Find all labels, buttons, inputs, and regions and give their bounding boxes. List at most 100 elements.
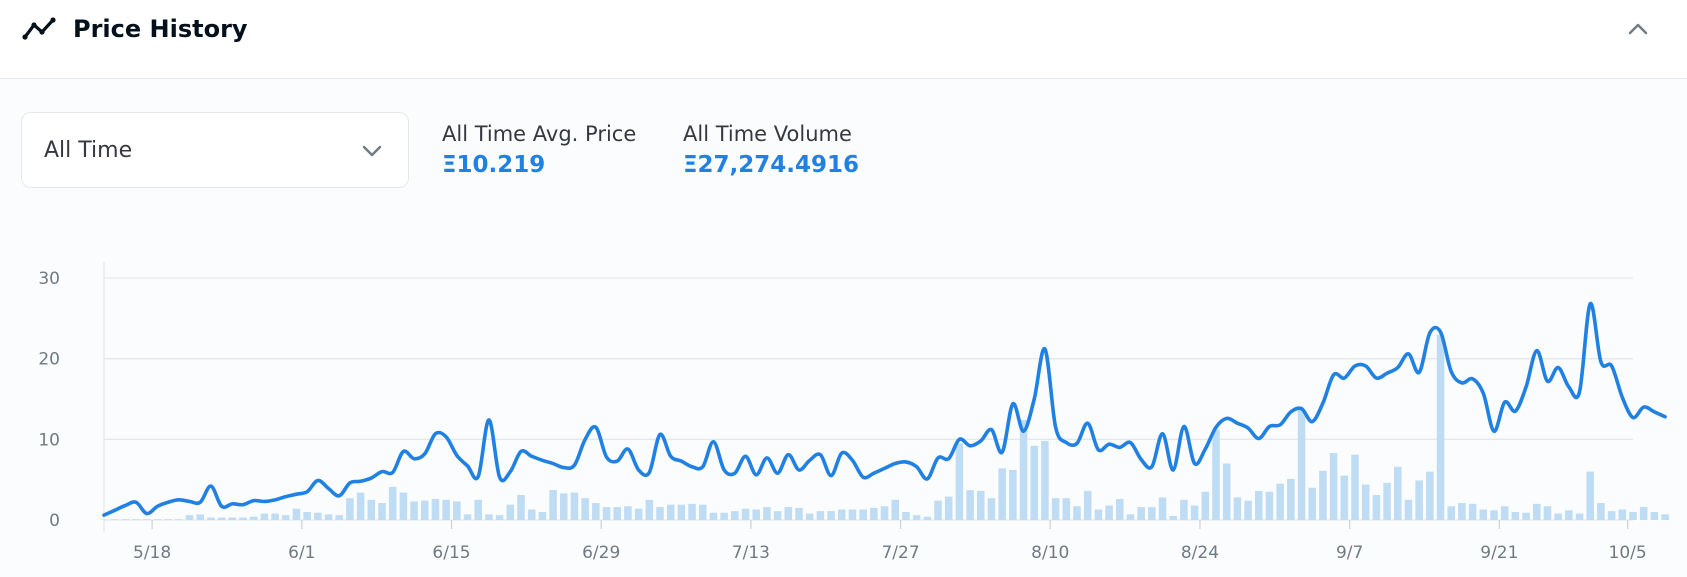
volume-bar-115 [1329,453,1338,520]
volume-bar-131 [1500,506,1509,520]
volume-bar-91 [1073,506,1081,520]
volume-bar-146 [1661,514,1669,520]
volume-bar-128 [1468,503,1477,520]
x-tick-label-9: 9/21 [1480,543,1518,563]
volume-bar-6 [164,519,172,520]
volume-bar-133 [1522,512,1530,520]
volume-bar-120 [1383,482,1391,520]
volume-bar-15 [260,513,269,520]
volume-bar-110 [1276,483,1284,520]
volume-bar-101 [1180,499,1188,520]
volume-bar-17 [281,515,290,520]
volume-bar-32 [442,499,450,520]
volume-bar-72 [870,507,878,520]
volume-bar-24 [356,492,365,520]
volume-bar-13 [239,517,247,520]
volume-bar-61 [752,509,761,520]
volume-bar-8 [185,515,194,520]
volume-bar-135 [1543,506,1552,520]
volume-bar-22 [335,515,344,520]
volume-bar-54 [677,504,686,520]
volume-bar-52 [656,507,664,520]
volume-bar-18 [292,508,301,520]
y-tick-label-3: 30 [38,269,60,289]
volume-bar-89 [1051,498,1060,520]
x-tick-label-2: 6/15 [432,543,470,563]
chevron-up-icon[interactable] [1626,18,1650,40]
panel-header[interactable]: Price History [0,0,1687,79]
volume-bar-118 [1361,484,1370,520]
volume-bar-16 [271,513,279,520]
panel-title: Price History [73,15,248,43]
volume-bar-124 [1426,471,1434,520]
volume-bar-86 [1019,419,1028,520]
volume-bar-95 [1115,499,1124,520]
volume-bar-81 [966,490,974,520]
volume-bar-66 [805,513,814,520]
volume-bar-129 [1479,509,1488,520]
volume-bar-7 [175,519,183,520]
volume-bar-23 [346,498,354,520]
volume-bar-134 [1532,503,1541,520]
time-range-value: All Time [44,138,133,163]
volume-stat: All Time Volume Ξ27,274.4916 [683,120,859,182]
x-tick-label-7: 8/24 [1181,543,1219,563]
volume-bar-25 [367,499,376,520]
volume-bar-5 [153,519,162,520]
volume-bar-107 [1244,500,1252,520]
volume-bar-122 [1404,499,1413,520]
volume-bar-30 [420,500,429,520]
volume-bar-57 [709,512,718,520]
time-range-select[interactable]: All Time [21,112,409,188]
volume-bar-98 [1148,507,1156,520]
avg-price-value: Ξ10.219 [442,152,546,178]
volume-bar-109 [1265,491,1274,520]
volume-bar-142 [1618,509,1627,520]
volume-bar-85 [1009,469,1017,520]
volume-bar-112 [1297,409,1306,520]
volume-bar-121 [1393,466,1402,520]
volume-bar-78 [934,500,942,520]
volume-bar-0 [100,519,108,521]
volume-bar-79 [944,496,953,520]
x-tick-label-5: 7/27 [881,543,919,563]
volume-bar-34 [463,514,472,520]
volume-bar-70 [848,509,857,520]
avg-price-label: All Time Avg. Price [442,122,637,146]
volume-bar-45 [581,498,589,520]
price-history-chart[interactable]: 0 10 20 30 5/18 6/1 6/15 6/29 7/13 7/27 8/10 8/24 9… [0,250,1687,577]
volume-bar-102 [1190,505,1199,520]
volume-bar-9 [196,514,205,520]
volume-bar-40 [527,509,536,520]
volume-bar-140 [1597,503,1605,520]
volume-bar-104 [1212,429,1220,520]
volume-bar-60 [741,508,750,520]
x-tick-label-8: 9/7 [1336,543,1363,563]
x-tick-label-6: 8/10 [1031,543,1069,563]
volume-bar-55 [688,503,696,520]
volume-bar-119 [1372,494,1381,520]
y-tick-label-0: 0 [49,511,60,531]
volume-bar-36 [485,514,493,520]
volume-bar-87 [1030,445,1039,520]
volume-bar-63 [773,511,782,520]
volume-value: Ξ27,274.4916 [683,152,860,178]
volume-bar-58 [720,512,728,520]
volume-bar-73 [880,506,889,520]
volume-bar-4 [142,519,151,520]
x-tick-label-4: 7/13 [732,543,770,563]
volume-bar-46 [592,503,600,520]
volume-bar-103 [1201,491,1210,520]
volume-label: All Time Volume [683,122,852,146]
volume-bar-83 [987,498,996,520]
volume-bar-44 [570,492,579,520]
volume-bar-10 [207,517,215,520]
volume-bar-71 [859,509,867,520]
volume-bar-77 [923,516,932,520]
volume-bar-108 [1254,490,1263,520]
volume-bar-50 [634,508,643,520]
volume-bar-125 [1436,334,1445,520]
volume-bar-49 [624,506,632,520]
volume-bar-28 [399,492,408,520]
volume-bar-37 [495,515,504,520]
